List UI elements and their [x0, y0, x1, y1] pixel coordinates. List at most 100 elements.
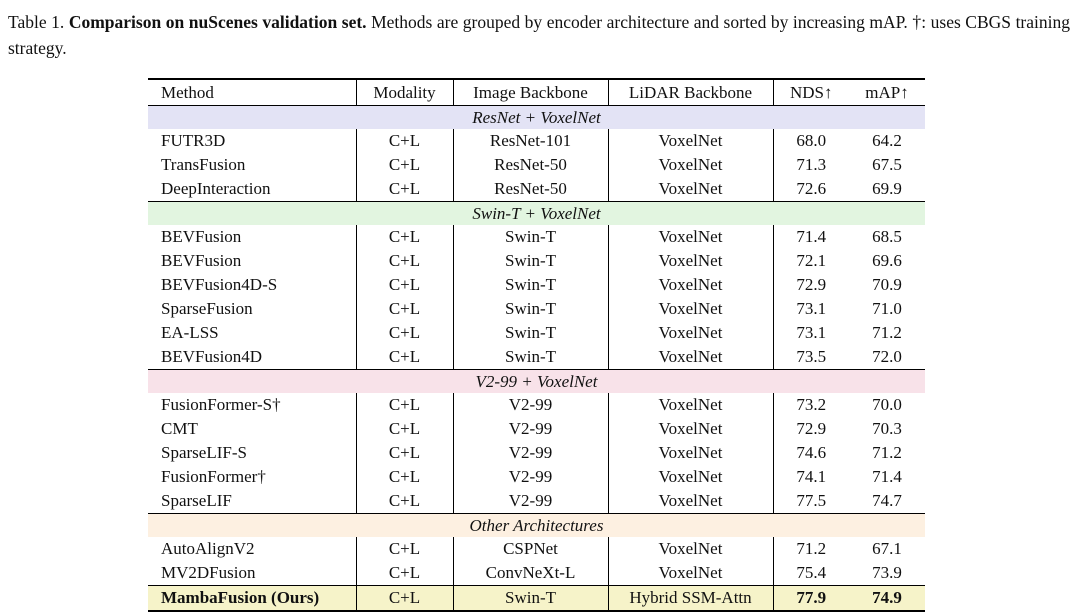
- cell-method: FusionFormer†: [148, 465, 357, 489]
- table-row: SparseLIF-S C+L V2-99 VoxelNet 74.6 71.2: [148, 441, 925, 465]
- cell-nds: 77.5: [796, 491, 827, 510]
- table-row: BEVFusion C+L Swin-T VoxelNet 72.1 69.6: [148, 249, 925, 273]
- cell-lidar_backbone: VoxelNet: [608, 249, 774, 273]
- cell-modality: C+L: [356, 321, 454, 345]
- table-row: FUTR3D C+L ResNet-101 VoxelNet 68.0 64.2: [148, 129, 925, 153]
- cell-modality: C+L: [356, 177, 454, 202]
- cell-nds: 74.1: [796, 467, 827, 486]
- cell-image_backbone: V2-99: [453, 417, 609, 441]
- column-header-image_backbone: Image Backbone: [453, 79, 609, 106]
- cell-lidar_backbone: VoxelNet: [608, 177, 774, 202]
- cell-image_backbone: V2-99: [453, 393, 609, 417]
- group-header-label: V2-99 + VoxelNet: [148, 369, 925, 393]
- cell-nds: 73.5: [796, 347, 827, 366]
- cell-lidar_backbone: VoxelNet: [608, 321, 774, 345]
- table-row: MV2DFusion C+L ConvNeXt-L VoxelNet 75.4 73.9: [148, 561, 925, 586]
- cell-image_backbone: ConvNeXt-L: [453, 561, 609, 586]
- table-body: ResNet + VoxelNet FUTR3D C+L ResNet-101 Voxe…: [148, 105, 925, 611]
- cell-modality: C+L: [356, 417, 454, 441]
- group-header-label: ResNet + VoxelNet: [148, 105, 925, 129]
- cell-map: 71.2: [872, 443, 902, 462]
- cell-method: CMT: [148, 417, 357, 441]
- cell-method: SparseLIF: [148, 489, 357, 514]
- cell-nds: 68.0: [796, 131, 827, 150]
- cell-lidar_backbone: VoxelNet: [608, 537, 774, 561]
- cell-image_backbone: Swin-T: [453, 345, 609, 370]
- column-header-modality: Modality: [356, 79, 454, 106]
- cell-modality: C+L: [356, 441, 454, 465]
- cell-lidar_backbone: VoxelNet: [608, 129, 774, 153]
- table-row: CMT C+L V2-99 VoxelNet 72.9 70.3: [148, 417, 925, 441]
- cell-modality: C+L: [356, 393, 454, 417]
- table-row: EA-LSS C+L Swin-T VoxelNet 73.1 71.2: [148, 321, 925, 345]
- column-header-lidar_backbone: LiDAR Backbone: [608, 79, 774, 106]
- group-header-row: ResNet + VoxelNet: [148, 105, 925, 129]
- table-row: AutoAlignV2 C+L CSPNet VoxelNet 71.2 67.1: [148, 537, 925, 561]
- cell-modality: C+L: [356, 249, 454, 273]
- cell-nds: 71.4: [796, 227, 827, 246]
- cell-nds: 73.1: [796, 323, 827, 342]
- cell-map: 70.0: [872, 395, 902, 414]
- cell-method: SparseLIF-S: [148, 441, 357, 465]
- cell-method: SparseFusion: [148, 297, 357, 321]
- cell-image_backbone: V2-99: [453, 465, 609, 489]
- cell-nds: 77.9: [773, 585, 849, 611]
- cell-nds: 72.9: [796, 419, 827, 438]
- cell-map: 74.7: [872, 491, 902, 510]
- cell-map: 74.9: [849, 585, 925, 611]
- cell-map: 68.5: [872, 227, 902, 246]
- cell-method: BEVFusion: [148, 225, 357, 249]
- group-header-row: Swin-T + VoxelNet: [148, 201, 925, 225]
- cell-method: MV2DFusion: [148, 561, 357, 586]
- cell-method: EA-LSS: [148, 321, 357, 345]
- cell-modality: C+L: [356, 537, 454, 561]
- cell-modality: C+L: [356, 345, 454, 370]
- group-header-row: V2-99 + VoxelNet: [148, 369, 925, 393]
- cell-method: BEVFusion: [148, 249, 357, 273]
- cell-image_backbone: ResNet-50: [453, 153, 609, 177]
- cell-lidar_backbone: VoxelNet: [608, 465, 774, 489]
- cell-method: TransFusion: [148, 153, 357, 177]
- cell-map: 67.1: [872, 539, 902, 558]
- cell-image_backbone: V2-99: [453, 441, 609, 465]
- cell-nds: 73.1: [796, 299, 827, 318]
- cell-modality: C+L: [356, 561, 454, 586]
- table-header: Method Modality Image Backbone LiDAR Backbo…: [148, 79, 925, 106]
- cell-nds: 71.2: [796, 539, 827, 558]
- cell-image_backbone: Swin-T: [453, 225, 609, 249]
- cell-map: 71.4: [872, 467, 902, 486]
- cell-modality: C+L: [356, 489, 454, 514]
- cell-nds: 75.4: [796, 563, 827, 582]
- cell-lidar_backbone: VoxelNet: [608, 273, 774, 297]
- cell-image_backbone: Swin-T: [453, 273, 609, 297]
- cell-lidar_backbone: Hybrid SSM-Attn: [608, 585, 774, 611]
- cell-modality: C+L: [356, 465, 454, 489]
- cell-map: 70.9: [872, 275, 902, 294]
- cell-lidar_backbone: VoxelNet: [608, 489, 774, 514]
- cell-modality: C+L: [356, 129, 454, 153]
- cell-method: FUTR3D: [148, 129, 357, 153]
- cell-map: 69.6: [872, 251, 902, 270]
- column-header-map: mAP↑: [849, 79, 925, 106]
- group-header-label: Swin-T + VoxelNet: [148, 201, 925, 225]
- cell-method: MambaFusion (Ours): [148, 585, 357, 611]
- cell-nds: 71.3: [796, 155, 827, 174]
- cell-map: 71.2: [872, 323, 902, 342]
- cell-method: FusionFormer-S†: [148, 393, 357, 417]
- cell-modality: C+L: [356, 225, 454, 249]
- table-row: FusionFormer† C+L V2-99 VoxelNet 74.1 71.4: [148, 465, 925, 489]
- cell-lidar_backbone: VoxelNet: [608, 441, 774, 465]
- cell-nds: 72.9: [796, 275, 827, 294]
- caption-title: Comparison on nuScenes validation set.: [68, 12, 367, 32]
- cell-nds: 72.1: [796, 251, 827, 270]
- table-row: BEVFusion4D C+L Swin-T VoxelNet 73.5 72.0: [148, 345, 925, 370]
- cell-lidar_backbone: VoxelNet: [608, 153, 774, 177]
- cell-nds: 73.2: [796, 395, 827, 414]
- cell-method: BEVFusion4D: [148, 345, 357, 370]
- cell-image_backbone: Swin-T: [453, 585, 609, 611]
- cell-map: 70.3: [872, 419, 902, 438]
- results-table: Method Modality Image Backbone LiDAR Backbo…: [148, 78, 925, 612]
- cell-method: DeepInteraction: [148, 177, 357, 202]
- cell-image_backbone: CSPNet: [453, 537, 609, 561]
